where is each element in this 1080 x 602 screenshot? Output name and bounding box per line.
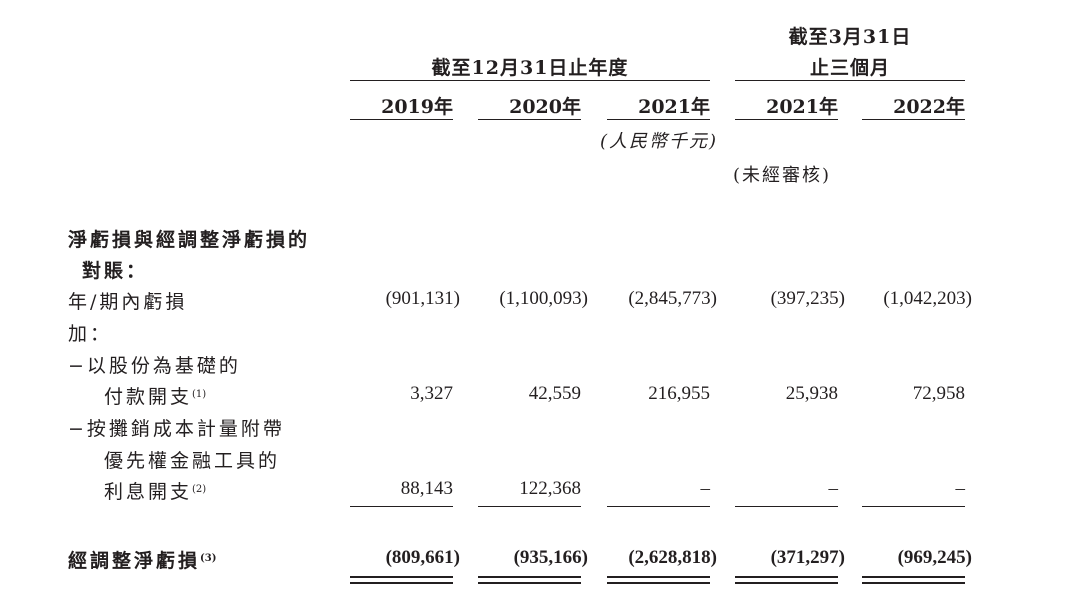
section-title-line2: 對賬： bbox=[82, 260, 149, 282]
sbc-2022-q: 72,958 bbox=[912, 383, 965, 404]
year-rule bbox=[607, 119, 710, 120]
total-double-rule bbox=[478, 576, 581, 584]
subtotal-rule bbox=[862, 506, 965, 507]
header-group-annual: 截至12月31日止年度 bbox=[431, 57, 629, 79]
sbc-2019: 3,327 bbox=[410, 383, 453, 404]
adjusted-net-loss-label: 經調整淨虧損(3) bbox=[68, 550, 217, 572]
unaudited-label: (未經審核) bbox=[732, 165, 832, 186]
net-loss-2021-q: (397,235) bbox=[770, 288, 845, 309]
year-header-2021-q: 2021年 bbox=[766, 96, 838, 118]
total-double-rule bbox=[735, 576, 838, 584]
interest-label-line1: −按攤銷成本計量附帶 bbox=[68, 418, 285, 440]
header-group-quarter-rule bbox=[735, 80, 965, 81]
adjusted-2019: (809,661) bbox=[385, 547, 460, 568]
adjusted-2022-q: (969,245) bbox=[897, 547, 972, 568]
net-loss-2022-q: (1,042,203) bbox=[883, 288, 972, 309]
adjusted-note: (3) bbox=[200, 553, 217, 564]
unit-label: (人民幣千元) bbox=[599, 131, 718, 152]
sbc-note: (1) bbox=[192, 389, 207, 400]
year-rule bbox=[862, 119, 965, 120]
add-label: 加： bbox=[68, 323, 113, 345]
year-header-2021: 2021年 bbox=[638, 96, 710, 118]
year-header-2020: 2020年 bbox=[509, 96, 581, 118]
net-loss-2021: (2,845,773) bbox=[628, 288, 717, 309]
net-loss-2019: (901,131) bbox=[385, 288, 460, 309]
interest-label-line3: 利息開支(2) bbox=[104, 481, 207, 503]
year-rule bbox=[478, 119, 581, 120]
subtotal-rule bbox=[478, 506, 581, 507]
interest-2020: 122,368 bbox=[519, 478, 581, 499]
subtotal-rule bbox=[350, 506, 453, 507]
net-loss-2020: (1,100,093) bbox=[499, 288, 588, 309]
sbc-2021-q: 25,938 bbox=[785, 383, 838, 404]
section-title-line1: 淨虧損與經調整淨虧損的 bbox=[68, 229, 311, 251]
subtotal-rule bbox=[735, 506, 838, 507]
header-group-annual-rule bbox=[350, 80, 710, 81]
header-group-quarter-line2: 止三個月 bbox=[809, 57, 890, 79]
subtotal-rule bbox=[607, 506, 710, 507]
interest-2021: – bbox=[700, 478, 711, 499]
interest-2022-q: – bbox=[955, 478, 966, 499]
adjusted-2020: (935,166) bbox=[513, 547, 588, 568]
interest-2019: 88,143 bbox=[400, 478, 453, 499]
net-loss-label: 年/期內虧損 bbox=[68, 291, 188, 313]
year-rule bbox=[350, 119, 453, 120]
year-header-2022-q: 2022年 bbox=[893, 96, 965, 118]
year-header-2019: 2019年 bbox=[381, 96, 453, 118]
sbc-label-line1: −以股份為基礎的 bbox=[68, 355, 241, 377]
total-double-rule bbox=[607, 576, 710, 584]
sbc-2020: 42,559 bbox=[528, 383, 581, 404]
sbc-label-line2: 付款開支(1) bbox=[104, 386, 207, 408]
total-double-rule bbox=[350, 576, 453, 584]
adjusted-2021-q: (371,297) bbox=[770, 547, 845, 568]
interest-2021-q: – bbox=[828, 478, 839, 499]
interest-label-line2: 優先權金融工具的 bbox=[104, 450, 281, 472]
interest-note: (2) bbox=[192, 484, 207, 495]
sbc-2021: 216,955 bbox=[648, 383, 710, 404]
year-rule bbox=[735, 119, 838, 120]
header-group-quarter-line1: 截至3月31日 bbox=[788, 26, 912, 48]
adjusted-2021: (2,628,818) bbox=[628, 547, 717, 568]
total-double-rule bbox=[862, 576, 965, 584]
